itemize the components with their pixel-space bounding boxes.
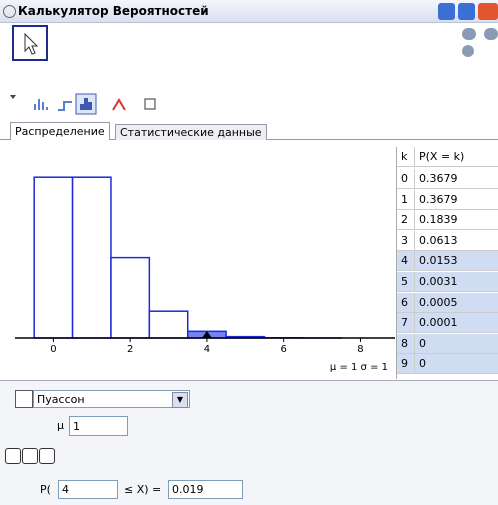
distribution-name: Пуассон [37, 393, 85, 406]
interval-left-button[interactable] [5, 448, 21, 464]
k-cell: 4 [397, 251, 415, 272]
probability-cell: 0.1839 [415, 210, 498, 231]
probability-relation: ≤ X) = [124, 483, 162, 496]
probability-result[interactable]: 0.019 [168, 480, 243, 499]
k-cell: 2 [397, 210, 415, 231]
help-button[interactable] [462, 45, 474, 57]
probability-cell: 0.0001 [415, 313, 498, 334]
close-button[interactable] [478, 3, 498, 20]
probability-cell: 0.3679 [415, 189, 498, 210]
bar [71, 176, 112, 339]
maximize-button[interactable] [458, 3, 475, 20]
stats-label: μ = 1 σ = 1 [330, 362, 388, 373]
x-tick-label: 0 [50, 344, 56, 355]
probability-cell: 0.0153 [415, 251, 498, 272]
redo-button[interactable] [484, 28, 498, 40]
bar-graph-button[interactable] [34, 99, 48, 110]
x-tick-label: 2 [127, 344, 133, 355]
probability-cell: 0 [415, 333, 498, 354]
k-cell: 6 [397, 292, 415, 313]
distribution-plot: 0 2 4 6 8 μ = 1 σ = 1 [15, 176, 395, 373]
interval-right-button[interactable] [39, 448, 55, 464]
k-cell: 8 [397, 333, 415, 354]
x-tick-label: 6 [280, 344, 286, 355]
arrow-icon [24, 32, 39, 55]
x-tick-label: 8 [357, 344, 363, 355]
k-cell: 3 [397, 230, 415, 251]
parameter-input[interactable]: 1 [69, 416, 128, 436]
probability-cell: 0.3679 [415, 169, 498, 189]
probability-cell: 0.0613 [415, 230, 498, 251]
bar [148, 310, 189, 339]
probability-cell: 0.0031 [415, 272, 498, 292]
k-cell: 9 [397, 354, 415, 375]
title-bar [0, 0, 498, 23]
probability-cell: 0 [415, 354, 498, 375]
probability-prefix: P( [40, 483, 51, 496]
k-cell: 1 [397, 189, 415, 210]
x-tick-label: 4 [204, 344, 210, 355]
parameter-label: μ [57, 419, 64, 432]
bar [110, 256, 151, 339]
menu-arrow[interactable] [10, 95, 16, 99]
graph-toolbar [10, 93, 156, 115]
distribution-icon [15, 390, 33, 408]
minimize-button[interactable] [438, 3, 455, 20]
k-cell: 7 [397, 313, 415, 334]
tab[interactable]: Статистические данные [115, 124, 267, 140]
probability-cell: 0.0005 [415, 292, 498, 313]
app-icon [3, 5, 16, 18]
lower-bound-input[interactable]: 4 [58, 480, 118, 499]
interval-both-button[interactable] [22, 448, 38, 464]
tab-active[interactable]: Распределение [10, 122, 110, 140]
normal-overlay-button[interactable] [112, 98, 126, 111]
probability-table: k P(X = k) 0 0.3679 1 0.3679 2 0.1839 3 0.0613 4 0.… [396, 147, 498, 379]
step-graph-button[interactable] [58, 101, 72, 111]
histogram-icon [80, 98, 92, 110]
lower-bound-marker [201, 331, 212, 338]
move-tool[interactable] [12, 25, 48, 61]
window-title: Калькулятор Вероятностей [18, 4, 209, 18]
bar [33, 176, 74, 339]
header-cell: P(X = k) [415, 147, 498, 167]
distribution-dropdown[interactable]: Пуассон ▼ [33, 390, 190, 408]
dropdown-arrow: ▼ [172, 392, 188, 408]
header-cell: k [397, 147, 415, 167]
export-button[interactable] [144, 98, 156, 110]
k-cell: 5 [397, 272, 415, 292]
k-cell: 0 [397, 169, 415, 189]
undo-button[interactable] [462, 28, 476, 40]
